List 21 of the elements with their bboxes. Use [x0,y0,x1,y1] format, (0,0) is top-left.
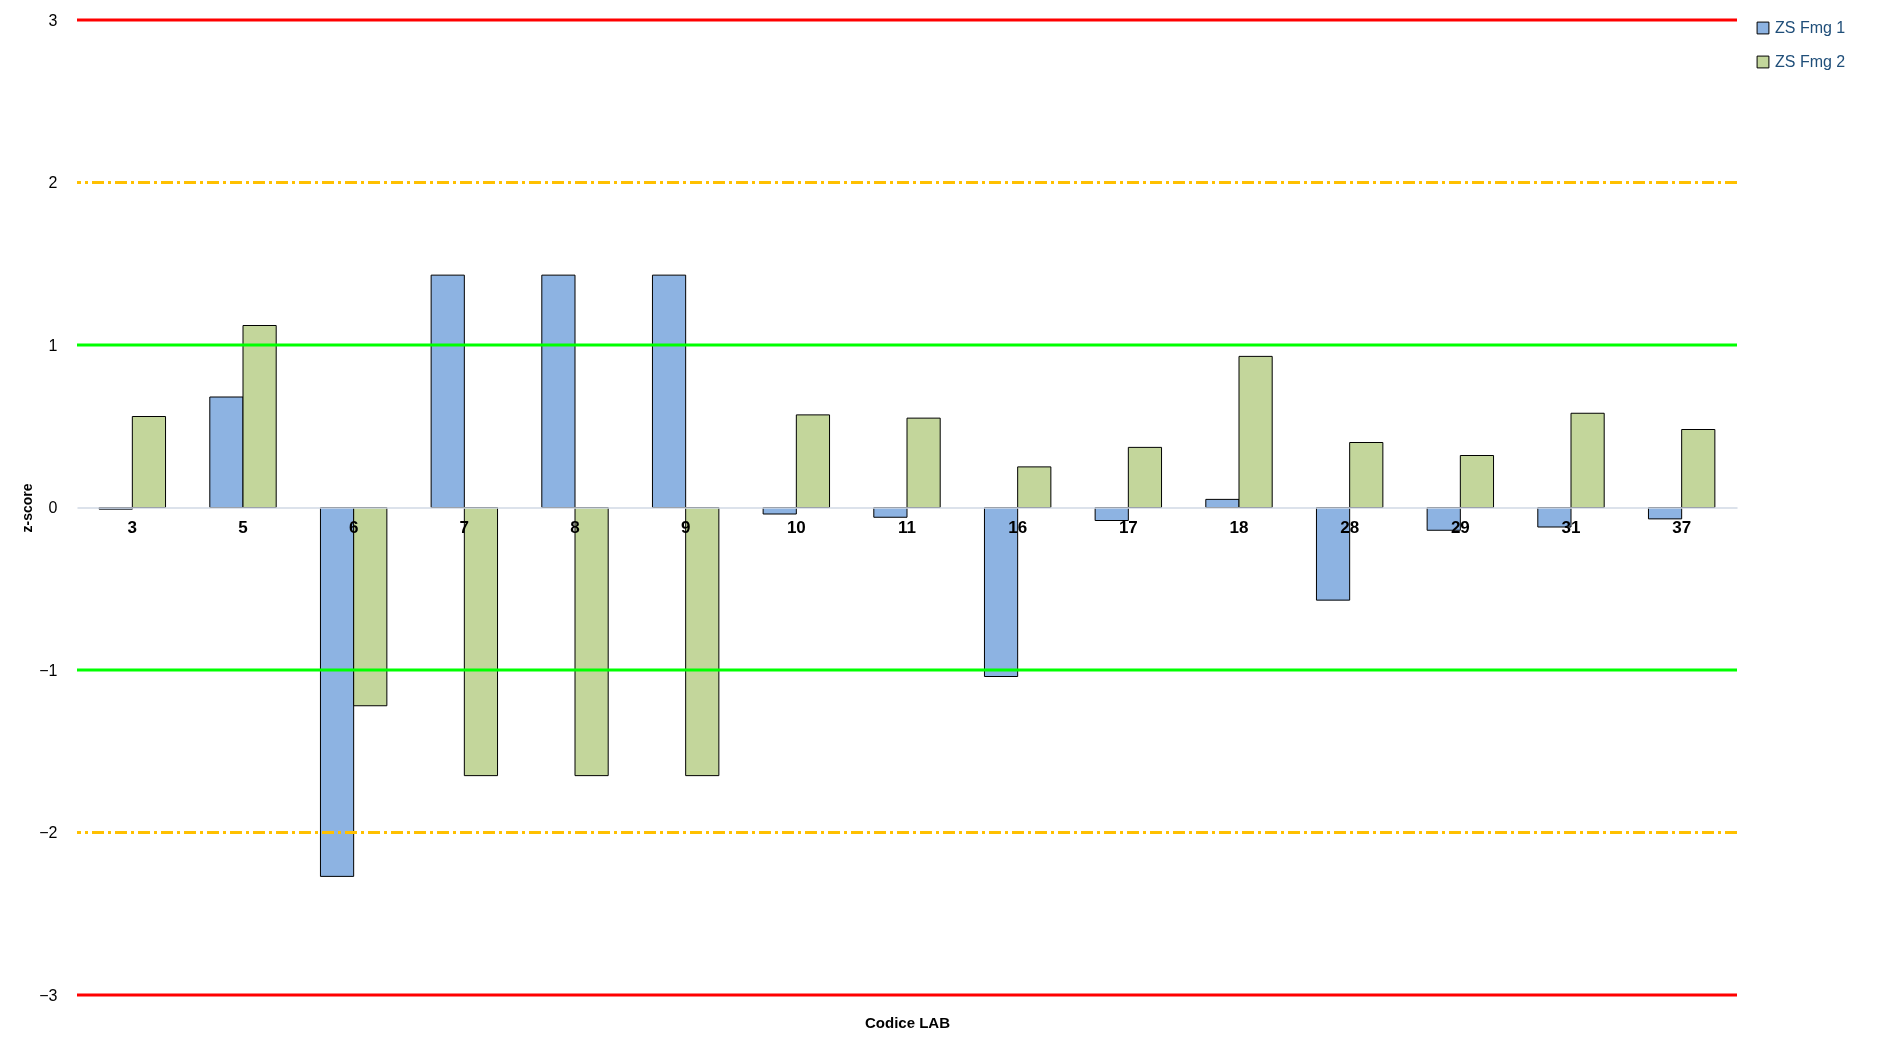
x-tick-label: 5 [238,518,248,537]
y-tick-label: 3 [48,11,58,29]
y-tick-label: −3 [39,986,58,1004]
x-tick-label: 18 [1229,518,1249,537]
legend-label: ZS Fmg 1 [1775,19,1846,36]
x-axis-title: Codice LAB [864,1013,951,1031]
y-tick-label: 1 [48,336,58,354]
y-tick-label: −2 [39,824,58,841]
y-tick-label: 0 [48,499,58,516]
x-tick-label: 3 [127,518,138,537]
x-tick-label: 8 [570,518,580,537]
y-tick-label: −1 [39,661,58,679]
x-tick-label: 10 [786,518,806,537]
x-tick-label: 31 [1561,518,1581,537]
x-tick-label: 17 [1118,518,1138,537]
x-tick-label: 37 [1672,518,1692,537]
x-tick-label: 11 [898,518,916,537]
legend-label: ZS Fmg 2 [1775,53,1846,70]
y-axis-title: z-score [19,483,36,533]
x-tick-label: 29 [1450,518,1470,537]
y-tick-label: 2 [48,174,58,191]
